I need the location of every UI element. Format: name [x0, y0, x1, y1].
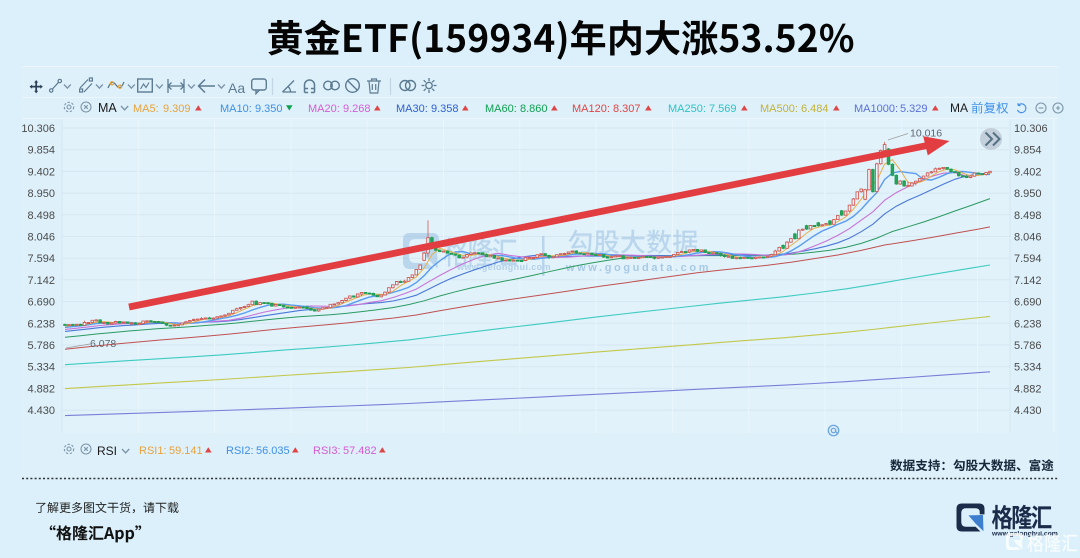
svg-text:6.238: 6.238 [1014, 318, 1042, 330]
svg-text:56.035: 56.035 [256, 445, 290, 457]
svg-text:57.482: 57.482 [343, 445, 377, 457]
svg-text:www.gelonghui.com: www.gelonghui.com [456, 262, 551, 272]
svg-text:8.046: 8.046 [27, 232, 55, 244]
svg-text:RSI: RSI [97, 444, 117, 458]
svg-text:6.690: 6.690 [27, 297, 55, 309]
svg-text:MA1000:: MA1000: [854, 103, 898, 115]
svg-text:MA5:: MA5: [133, 103, 159, 115]
svg-text:10.306: 10.306 [1014, 123, 1048, 135]
svg-text:RSI3:: RSI3: [313, 445, 341, 457]
svg-text:9.402: 9.402 [1014, 166, 1042, 178]
svg-text:MA60:: MA60: [485, 103, 517, 115]
svg-text:7.594: 7.594 [27, 253, 55, 265]
svg-text:9.268: 9.268 [343, 103, 371, 115]
svg-text:MA250:: MA250: [668, 103, 706, 115]
svg-text:Aa: Aa [228, 80, 245, 96]
svg-text:8.307: 8.307 [613, 103, 641, 115]
svg-text:www.gelonghui.com: www.gelonghui.com [991, 531, 1058, 538]
svg-text:9.854: 9.854 [1014, 145, 1042, 157]
svg-text:MA20:: MA20: [308, 103, 340, 115]
svg-text:RSI1:: RSI1: [139, 445, 167, 457]
svg-text:www.gogudata.com: www.gogudata.com [565, 262, 711, 274]
svg-text:9.358: 9.358 [431, 103, 459, 115]
svg-text:10.016: 10.016 [910, 128, 942, 140]
svg-text:7.569: 7.569 [709, 103, 737, 115]
svg-text:8.498: 8.498 [27, 210, 55, 222]
svg-text:MA500:: MA500: [760, 103, 798, 115]
svg-text:9.309: 9.309 [163, 103, 191, 115]
svg-text:MA10:: MA10: [220, 103, 252, 115]
svg-text:9.350: 9.350 [255, 103, 283, 115]
svg-text:4.882: 4.882 [1014, 383, 1042, 395]
svg-text:6.078: 6.078 [90, 338, 116, 350]
svg-text:6.690: 6.690 [1014, 297, 1042, 309]
svg-text:RSI2:: RSI2: [226, 445, 254, 457]
svg-text:MA: MA [98, 101, 117, 115]
svg-text:9.402: 9.402 [27, 166, 55, 178]
svg-text:10.306: 10.306 [21, 123, 55, 135]
svg-text:9.854: 9.854 [27, 145, 55, 157]
svg-text:MA30:: MA30: [396, 103, 428, 115]
svg-text:8.860: 8.860 [520, 103, 548, 115]
svg-text:4.882: 4.882 [27, 383, 55, 395]
svg-text:8.046: 8.046 [1014, 232, 1042, 244]
svg-text:7.594: 7.594 [1014, 253, 1042, 265]
svg-text:8.498: 8.498 [1014, 210, 1042, 222]
svg-text:MA120:: MA120: [572, 103, 610, 115]
svg-text:5.786: 5.786 [1014, 340, 1042, 352]
svg-text:4.430: 4.430 [1014, 405, 1042, 417]
svg-text:5.334: 5.334 [27, 362, 55, 374]
svg-text:5.329: 5.329 [900, 103, 928, 115]
svg-text:7.142: 7.142 [1014, 275, 1042, 287]
svg-text:7.142: 7.142 [27, 275, 55, 287]
svg-text:8.950: 8.950 [1014, 188, 1042, 200]
svg-text:8.950: 8.950 [27, 188, 55, 200]
svg-text:5.786: 5.786 [27, 340, 55, 352]
svg-text:MA: MA [950, 101, 968, 115]
svg-text:59.141: 59.141 [169, 445, 203, 457]
svg-text:6.484: 6.484 [801, 103, 829, 115]
svg-text:6.238: 6.238 [27, 318, 55, 330]
svg-text:5.334: 5.334 [1014, 362, 1042, 374]
svg-text:4.430: 4.430 [27, 405, 55, 417]
